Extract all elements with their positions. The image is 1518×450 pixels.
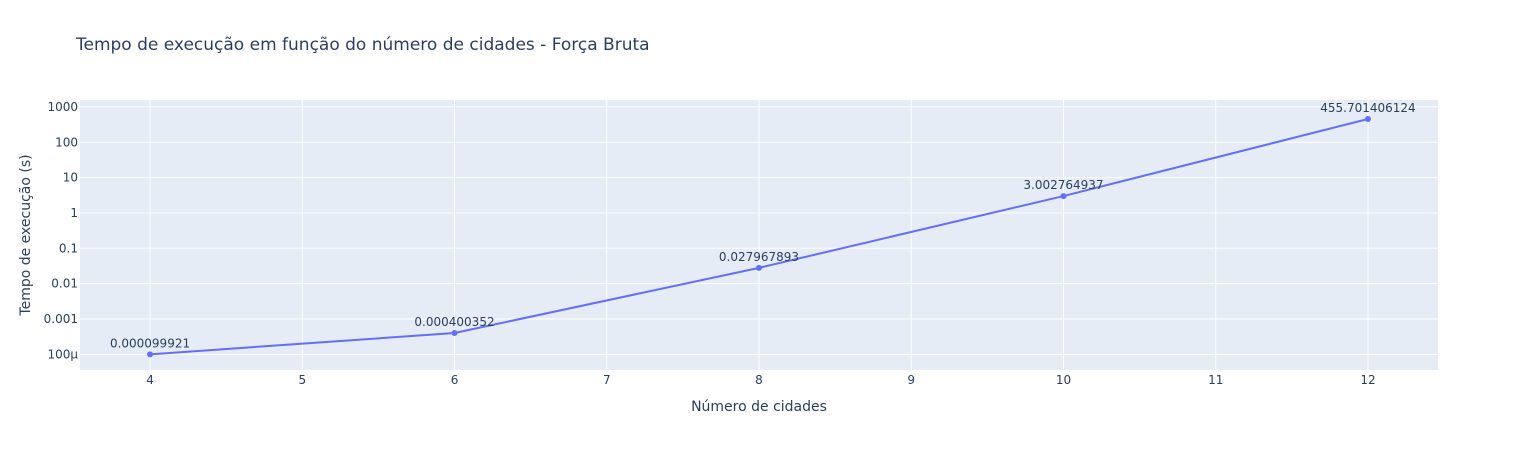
data-point: [451, 330, 458, 337]
y-tick-label: 0.001: [44, 312, 78, 326]
x-tick-label: 7: [603, 373, 611, 387]
data-label: 0.027967893: [719, 250, 799, 264]
x-tick-label: 9: [907, 373, 915, 387]
chart-title: Tempo de execução em função do número de…: [75, 35, 650, 55]
x-tick-label: 4: [146, 373, 154, 387]
y-tick-label: 0.1: [59, 241, 78, 255]
y-tick-label: 100: [55, 135, 78, 149]
x-axis-title: Número de cidades: [691, 399, 827, 415]
y-axis-title: Tempo de execução (s): [18, 154, 34, 316]
data-point: [1364, 115, 1371, 122]
y-tick-label: 1000: [47, 100, 78, 114]
data-point: [1060, 193, 1067, 200]
data-label: 3.002764937: [1023, 178, 1103, 192]
axis-ticks: 4 5 6 7 8 9 10 11 12 100µ 0.001 0.01 0.1 1 10 100 1000: [44, 100, 1376, 387]
data-label: 455.701406124: [1320, 101, 1415, 115]
y-tick-label: 1: [70, 206, 78, 220]
data-point: [147, 351, 154, 358]
x-tick-label: 6: [451, 373, 459, 387]
grid-lines: [80, 100, 1438, 370]
x-tick-label: 11: [1208, 373, 1223, 387]
y-tick-label: 100µ: [47, 347, 78, 361]
y-tick-label: 0.01: [51, 277, 78, 291]
x-tick-label: 10: [1056, 373, 1071, 387]
data-point: [756, 264, 762, 271]
data-label: 0.000099921: [110, 336, 190, 350]
y-tick-label: 10: [63, 171, 78, 185]
series-group: 0.000099921 0.000400352 0.027967893 3.00276…: [110, 101, 1416, 358]
data-label: 0.000400352: [414, 315, 494, 329]
x-tick-label: 8: [755, 373, 763, 387]
x-tick-label: 5: [298, 373, 306, 387]
x-tick-label: 12: [1360, 373, 1375, 387]
